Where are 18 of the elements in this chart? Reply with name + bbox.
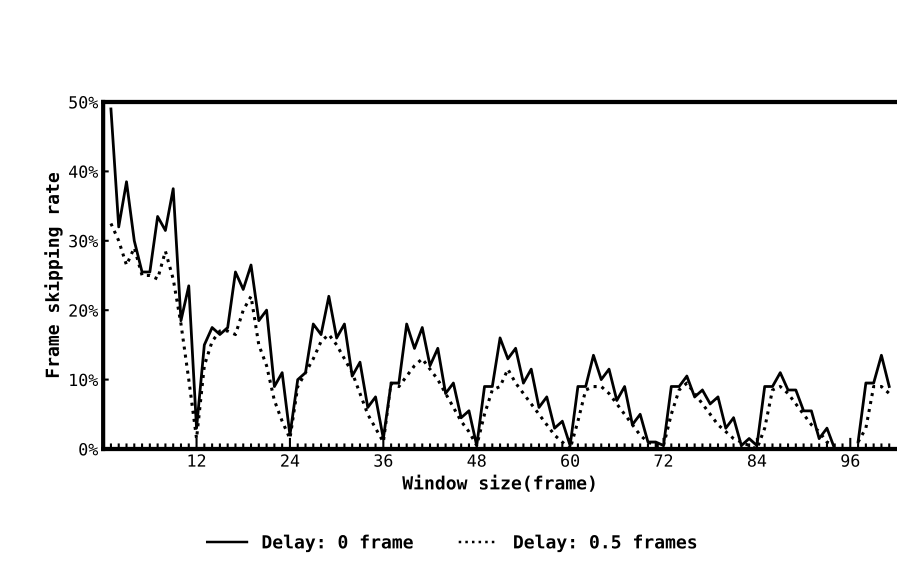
x-tick-label: 72 <box>654 454 672 467</box>
x-tick-label: 36 <box>374 454 392 467</box>
y-tick-label: 40% <box>69 165 98 178</box>
x-tick-label: 96 <box>841 454 860 467</box>
x-tick-label: 60 <box>561 454 580 467</box>
y-tick-label: 30% <box>69 234 98 248</box>
x-axis-title: Window size(frame) <box>402 474 595 492</box>
y-tick-label: 50% <box>69 96 98 109</box>
x-tick-label: 84 <box>748 454 766 467</box>
y-tick-label: 20% <box>69 304 98 317</box>
y-axis-title: Frame skipping rate <box>44 172 63 378</box>
x-tick-label: 48 <box>468 454 486 467</box>
legend-label: Delay: 0.5 frames <box>514 534 696 552</box>
legend-label: Delay: 0 frame <box>262 534 413 552</box>
x-tick-label: 24 <box>281 454 300 467</box>
x-tick-label: 12 <box>188 454 206 467</box>
y-tick-label: 0% <box>79 443 98 456</box>
y-tick-label: 10% <box>70 374 98 386</box>
